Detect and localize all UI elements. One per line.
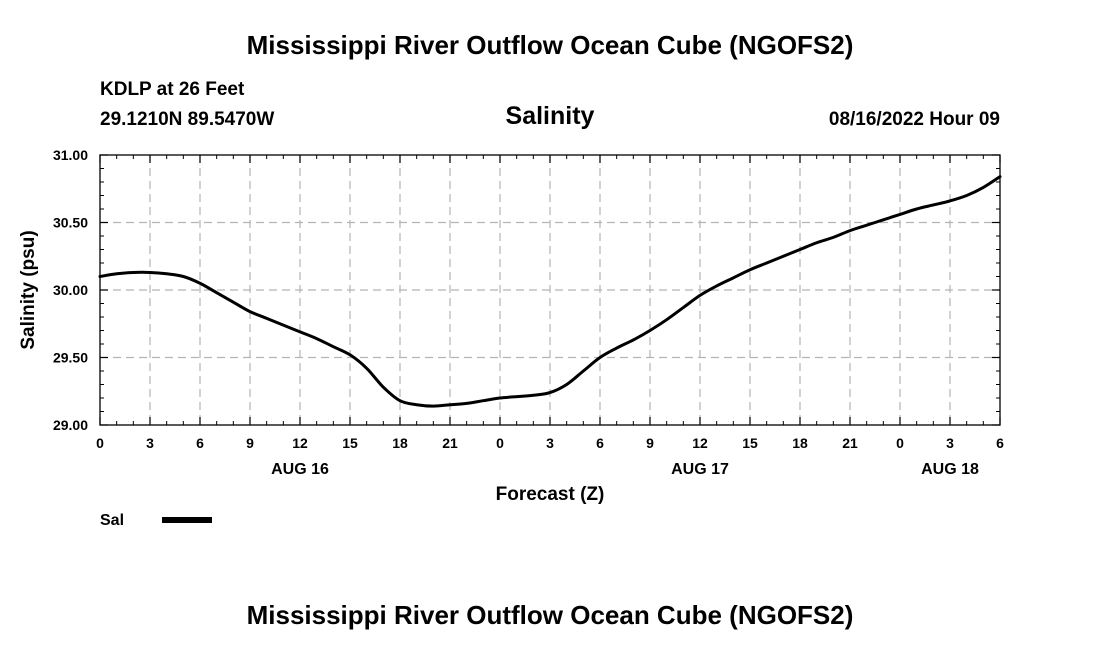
date-label: AUG 18 <box>921 461 979 478</box>
x-tick-labels: 0 3 6 9 12 15 18 21 0 3 6 9 12 15 18 21 0 3 6 <box>96 435 1004 451</box>
x-tick-label: 0 <box>496 435 504 451</box>
station-coords: 29.1210N 89.5470W <box>100 109 274 130</box>
x-tick-label: 3 <box>546 435 554 451</box>
x-tick-label: 9 <box>646 435 654 451</box>
legend: Sal <box>100 512 212 529</box>
x-tick-label: 15 <box>742 435 758 451</box>
x-tick-label: 6 <box>996 435 1004 451</box>
y-tick-labels: 29.00 29.50 30.00 30.50 31.00 <box>53 147 88 433</box>
plot-frame <box>99 154 1001 426</box>
series-line-sal <box>98 175 1002 408</box>
variable-title: Salinity <box>506 102 595 130</box>
x-tick-label: 3 <box>146 435 154 451</box>
forecast-timestamp: 08/16/2022 Hour 09 <box>829 109 1000 130</box>
x-axis-label: Forecast (Z) <box>496 484 605 505</box>
date-label: AUG 16 <box>271 461 329 478</box>
y-axis-label: Salinity (psu) <box>18 230 39 349</box>
y-tick-label: 30.00 <box>53 282 88 298</box>
x-tick-label: 3 <box>946 435 954 451</box>
x-tick-label: 6 <box>596 435 604 451</box>
x-tick-label: 21 <box>842 435 858 451</box>
legend-label-sal: Sal <box>100 512 124 529</box>
minor-ticks <box>100 155 1000 425</box>
chart-title: Mississippi River Outflow Ocean Cube (NG… <box>247 30 854 60</box>
station-label: KDLP at 26 Feet <box>100 79 245 100</box>
x-tick-label: 15 <box>342 435 358 451</box>
x-tick-label: 18 <box>392 435 408 451</box>
y-tick-label: 31.00 <box>53 147 88 163</box>
y-tick-label: 30.50 <box>53 215 88 231</box>
x-tick-label: 18 <box>792 435 808 451</box>
y-tick-label: 29.00 <box>53 417 88 433</box>
x-tick-label: 9 <box>246 435 254 451</box>
date-label: AUG 17 <box>671 461 729 478</box>
x-tick-label: 12 <box>292 435 308 451</box>
date-labels: AUG 16 AUG 17 AUG 18 <box>271 461 979 478</box>
x-tick-label: 6 <box>196 435 204 451</box>
y-tick-label: 29.50 <box>53 350 88 366</box>
x-tick-label: 0 <box>896 435 904 451</box>
x-tick-label: 21 <box>442 435 458 451</box>
x-tick-label: 0 <box>96 435 104 451</box>
footer-title: Mississippi River Outflow Ocean Cube (NG… <box>247 600 854 630</box>
x-tick-label: 12 <box>692 435 708 451</box>
grid-lines <box>100 155 1000 425</box>
